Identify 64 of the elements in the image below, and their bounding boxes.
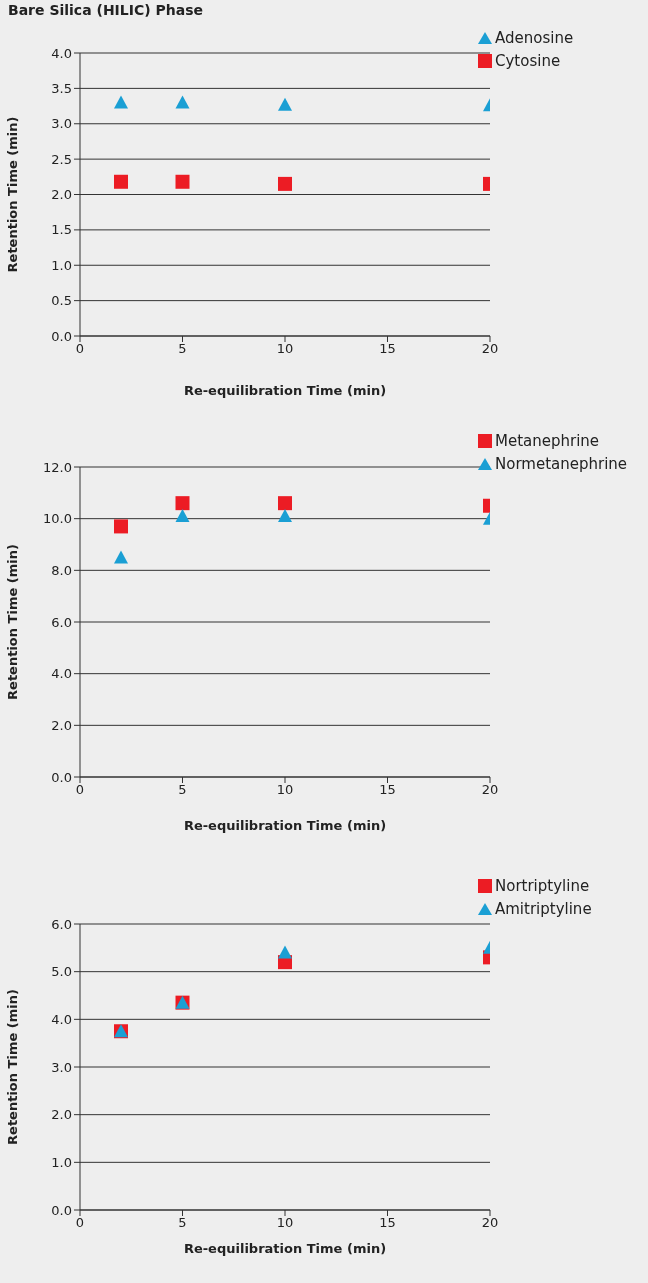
y-tick-label: 10.0	[43, 511, 72, 527]
y-tick-label: 3.0	[51, 116, 72, 132]
point	[278, 509, 292, 523]
point	[114, 519, 128, 534]
y-tick-label: 3.5	[51, 80, 72, 96]
legend-label: Amitriptyline	[495, 899, 592, 918]
y-tick-label: 4.0	[51, 1011, 72, 1027]
point	[278, 945, 292, 959]
y-tick-label: 2.0	[51, 717, 72, 733]
point	[175, 174, 190, 189]
point	[278, 496, 292, 511]
chart-title: Bare Silica (HILIC) Phase	[8, 2, 203, 18]
point	[175, 509, 190, 523]
point	[278, 176, 292, 191]
y-axis-title: Retention Time (min)	[4, 989, 20, 1145]
y-tick-label: 8.0	[51, 562, 72, 578]
y-tick-label: 6.0	[51, 916, 72, 932]
point	[175, 95, 190, 109]
y-tick-label: 0.0	[51, 328, 72, 344]
y-tick-label: 2.5	[51, 151, 72, 167]
x-tick-label: 0	[75, 1215, 85, 1231]
y-axis-title: Retention Time (min)	[4, 116, 20, 273]
y-tick-label: 2.0	[51, 187, 72, 203]
y-tick-label: 1.5	[51, 222, 72, 238]
x-tick-label: 15	[379, 1215, 396, 1231]
x-tick-label: 20	[481, 782, 499, 798]
y-tick-label: 5.0	[51, 964, 72, 980]
legend-label: Metanephrine	[495, 431, 600, 450]
point	[175, 496, 190, 511]
point	[114, 174, 128, 189]
y-tick-label: 2.0	[51, 1107, 72, 1123]
x-tick-label: 20	[481, 1215, 499, 1231]
point	[114, 550, 128, 564]
legend-label: Adenosine	[495, 28, 574, 47]
legend-label: Normetanephrine	[495, 454, 628, 473]
x-tick-label: 5	[178, 782, 187, 798]
y-tick-label: 6.0	[51, 614, 72, 630]
y-tick-label: 3.0	[51, 1059, 72, 1075]
point	[278, 97, 292, 111]
x-axis-title: Re-equilibration Time (min)	[183, 818, 387, 833]
x-tick-label: 10	[276, 341, 294, 357]
y-tick-label: 4.0	[51, 666, 72, 682]
x-axis-title: Re-equilibration Time (min)	[183, 1241, 387, 1256]
point	[114, 95, 128, 109]
y-tick-label: 12.0	[43, 459, 72, 475]
x-tick-label: 10	[276, 782, 294, 798]
y-tick-label: 0.5	[51, 293, 72, 309]
y-tick-label: 4.0	[51, 45, 72, 61]
y-tick-label: 1.0	[51, 1154, 72, 1170]
y-axis-title: Retention Time (min)	[4, 544, 20, 700]
x-tick-label: 20	[481, 341, 499, 357]
x-tick-label: 5	[178, 341, 187, 357]
y-tick-label: 0.0	[51, 1202, 72, 1218]
legend-label: Nortriptyline	[495, 876, 590, 895]
x-tick-label: 0	[75, 341, 85, 357]
x-tick-label: 10	[276, 1215, 294, 1231]
x-tick-label: 15	[379, 341, 396, 357]
x-tick-label: 5	[178, 1215, 187, 1231]
y-tick-label: 1.0	[51, 257, 72, 273]
y-tick-label: 0.0	[51, 769, 72, 785]
x-tick-label: 15	[379, 782, 396, 798]
x-tick-label: 0	[75, 782, 85, 798]
legend-label: Cytosine	[495, 51, 561, 70]
x-axis-title: Re-equilibration Time (min)	[183, 383, 387, 398]
